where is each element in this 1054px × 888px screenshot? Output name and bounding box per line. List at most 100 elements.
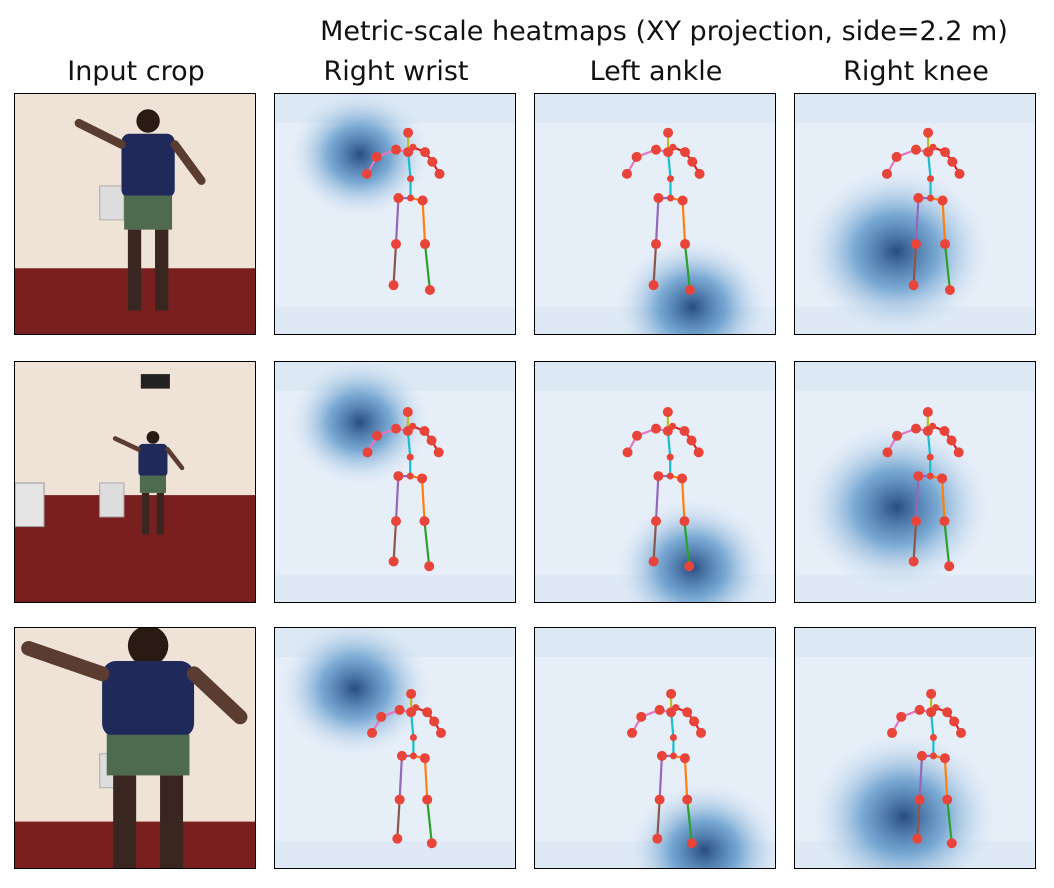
skeleton-joint [371,151,382,162]
skeleton-joint [693,447,704,458]
photo-person-shirt [102,661,195,738]
photo-person-shirt [138,443,168,477]
skeleton-joint [939,426,950,437]
skeleton-joint [911,423,921,434]
skeleton-joint [666,688,677,699]
skeleton-joint [409,734,417,742]
heatmap-canvas [795,94,1035,334]
skeleton-joint [911,239,921,250]
photo-person-shorts [139,475,167,493]
skeleton-joint [420,239,431,250]
photo-person-leg [160,775,184,868]
photo-canvas [15,94,255,334]
skeleton-joint [651,423,661,434]
skeleton-joint [394,704,405,715]
skeleton-joint [940,147,951,158]
skeleton-limb [652,243,658,286]
skeleton-limb [681,200,687,245]
skeleton-limb [943,758,949,800]
skeleton-joint [947,156,958,167]
skeleton-joint [912,833,923,844]
photo-person-leg [141,492,150,535]
skeleton-limb [652,521,658,562]
skeleton-joint [406,688,417,699]
skeleton-joint [419,426,430,437]
skeleton-joint [436,727,447,738]
skeleton-joint [908,556,919,567]
skeleton-joint [651,516,661,527]
skeleton-limb [686,799,693,844]
skeleton-joint [424,285,435,296]
skeleton-joint [662,407,673,418]
skeleton-limb [940,478,946,522]
skeleton-joint [409,422,417,430]
skeleton-joint [954,168,965,179]
heatmap-canvas [795,362,1035,602]
skeleton-joint [663,127,674,138]
skeleton-joint [426,838,437,849]
skeleton-joint [666,453,674,461]
skeleton-joint [372,430,383,441]
heatmap-panel [274,93,516,335]
skeleton-joint [684,561,695,572]
skeleton-limb [394,476,400,522]
skeleton-joint [417,473,428,484]
skeleton-joint [679,426,690,437]
heatmap-panel [794,627,1036,869]
skeleton-joint [942,794,953,805]
skeleton-joint [636,711,647,722]
photo-person-arm [165,447,185,471]
skeleton-joint [937,195,948,206]
skeleton-joint [686,838,697,849]
skeleton-joint [433,447,444,458]
skeleton-limb [392,243,398,286]
skeleton-limb [654,476,660,522]
skeleton-joint [391,516,401,527]
skeleton-joint [419,516,430,527]
skeleton-joint [648,556,659,567]
skeleton-joint [922,407,933,418]
skeleton-joint [391,239,401,250]
heatmap-band [535,362,775,392]
skeleton-joint [393,193,404,204]
skeleton-joint [627,727,638,738]
skeleton-joint [946,838,957,849]
skeleton-joint [896,711,907,722]
photo-canvas [15,628,255,868]
input-crop-photo [14,627,256,869]
skeleton-limb [916,799,921,839]
skeleton-joint [409,143,417,151]
skeleton-joint [881,168,892,179]
photo-radiator [15,482,45,528]
skeleton-joint [927,194,935,202]
skeleton-joint [429,716,440,727]
skeleton-joint [667,175,675,183]
skeleton-limb [420,478,426,522]
photo-person-arm [170,140,206,185]
skeleton-joint [940,239,951,250]
skeleton-joint [949,716,960,727]
heatmap-band [795,362,1035,392]
photo-radiator [99,185,125,221]
heatmap-canvas [275,94,515,334]
skeleton-joint [422,794,433,805]
skeleton-joint [929,752,937,760]
skeleton-joint [412,704,420,712]
heatmap-panel [274,627,516,869]
input-crop-photo [14,93,256,335]
photo-person-arm [74,118,126,149]
photo-person-shorts [106,734,190,776]
skeleton-joint [682,794,693,805]
skeleton-joint [916,750,927,761]
skeleton-limb [683,243,691,291]
skeleton-joint [409,752,417,760]
photo-person-leg [113,775,137,868]
skeleton-limb [396,799,401,839]
heatmap-band [795,628,1035,658]
photo-person-head [127,628,169,667]
photo-person-arm [186,666,248,725]
skeleton-joint [926,472,934,480]
skeleton-joint [939,753,950,764]
skeleton-joint [923,127,934,138]
skeleton-joint [361,168,372,179]
